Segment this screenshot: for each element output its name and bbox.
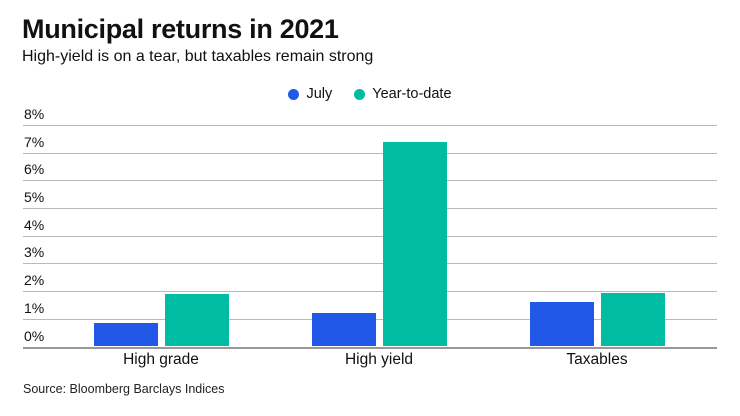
bar-taxables-year-to-date [600, 292, 665, 347]
bar-high-grade-year-to-date [164, 293, 229, 347]
legend-item-july: July [288, 86, 332, 102]
y-tick-label-2pct: 2% [24, 272, 45, 289]
y-tick-label-0pct: 0% [24, 327, 45, 344]
year-to-date-dot-icon [354, 88, 366, 100]
y-tick-label-7pct: 7% [24, 133, 45, 150]
y-tick-label-6pct: 6% [24, 161, 45, 178]
bar-high-yield-year-to-date [382, 141, 447, 347]
gridline-5pct [23, 208, 717, 210]
july-dot-icon [288, 88, 300, 100]
legend: July Year-to-date [0, 86, 740, 102]
source-note: Source: Bloomberg Barclays Indices [23, 382, 225, 396]
gridline-2pct [23, 291, 717, 293]
gridline-8pct [23, 124, 717, 126]
gridline-6pct [23, 180, 717, 182]
x-category-label-high-grade: High grade [123, 351, 199, 368]
chart-subtitle: High-yield is on a tear, but taxables re… [22, 48, 374, 66]
y-tick-label-1pct: 1% [24, 299, 45, 316]
bar-high-yield-july [311, 313, 376, 347]
chart-title: Municipal returns in 2021 [22, 14, 339, 44]
x-category-label-taxables: Taxables [566, 351, 628, 368]
x-axis-line [23, 346, 717, 349]
y-tick-label-3pct: 3% [24, 244, 45, 261]
plot-area: 0% 1% 2% 3% 4% 5% 6% 7% 8% High grade High yield Ta… [23, 100, 717, 375]
chart-header: Municipal returns in 2021 High-yield is … [22, 14, 373, 66]
gridline-7pct [23, 152, 717, 154]
bar-high-grade-july [93, 322, 158, 347]
legend-item-ytd: Year-to-date [354, 86, 452, 102]
y-tick-label-4pct: 4% [24, 216, 45, 233]
y-tick-label-8pct: 8% [24, 105, 45, 122]
legend-label-july: July [306, 86, 333, 102]
y-tick-label-5pct: 5% [24, 189, 45, 206]
bar-taxables-july [529, 302, 594, 347]
x-category-label-high-yield: High yield [344, 351, 414, 368]
gridline-3pct [23, 263, 717, 265]
legend-label-ytd: Year-to-date [372, 86, 452, 102]
gridline-4pct [23, 235, 717, 237]
